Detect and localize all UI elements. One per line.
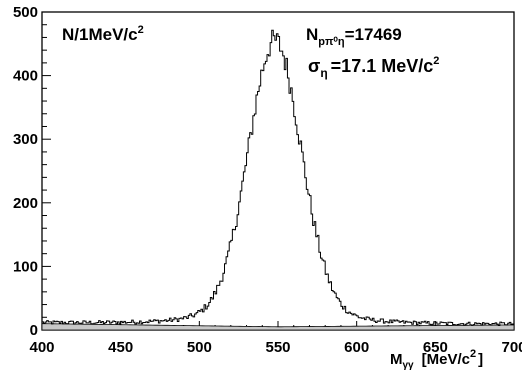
x-tick-label: 500 — [187, 339, 212, 356]
x-tick-label: 450 — [108, 339, 133, 356]
background-fill — [41, 323, 515, 331]
count-annotation-sub: pπ⁰η — [318, 36, 345, 48]
sigma-annotation: ση =17.1 MeV/c2 — [308, 55, 439, 80]
histogram-line — [42, 29, 514, 326]
y-tick-label: 500 — [13, 4, 38, 21]
sigma-annotation-value: =17.1 MeV/c — [331, 56, 434, 76]
axis-ticks — [41, 11, 515, 331]
plot-frame — [41, 11, 515, 331]
sigma-annotation-sup: 2 — [433, 55, 439, 67]
x-tick-label: 550 — [265, 339, 290, 356]
sigma-annotation-sub: η — [320, 66, 327, 80]
x-tick-label: 400 — [29, 339, 54, 356]
y-tick-label: 400 — [13, 68, 38, 85]
x-tick-label: 700 — [501, 339, 522, 356]
tick-labels: 400 450 500 550 600 650 700 0 100 200 300 400 500 — [13, 4, 522, 356]
y-axis-label: N/1MeV/c2 — [62, 24, 144, 44]
x-tick-label: 650 — [423, 339, 448, 356]
background-region — [41, 323, 515, 331]
histogram-bars — [42, 29, 514, 326]
x-axis-label-sub: γγ — [403, 360, 415, 371]
x-tick-label: 600 — [344, 339, 369, 356]
count-annotation-value: =17469 — [345, 25, 402, 44]
x-axis-label-unit: [MeV/c — [422, 351, 470, 368]
x-axis-label-sup: 2 — [470, 348, 476, 360]
count-annotation: Npπ⁰η=17469 — [306, 25, 402, 48]
x-axis-label-close: ] — [478, 351, 483, 368]
y-tick-label: 300 — [13, 131, 38, 148]
y-tick-label: 200 — [13, 195, 38, 212]
y-tick-label: 0 — [30, 322, 38, 339]
x-axis-label: Mγγ [MeV/c2] — [390, 348, 483, 371]
y-tick-label: 100 — [13, 258, 38, 275]
y-axis-label-sup: 2 — [138, 24, 144, 36]
